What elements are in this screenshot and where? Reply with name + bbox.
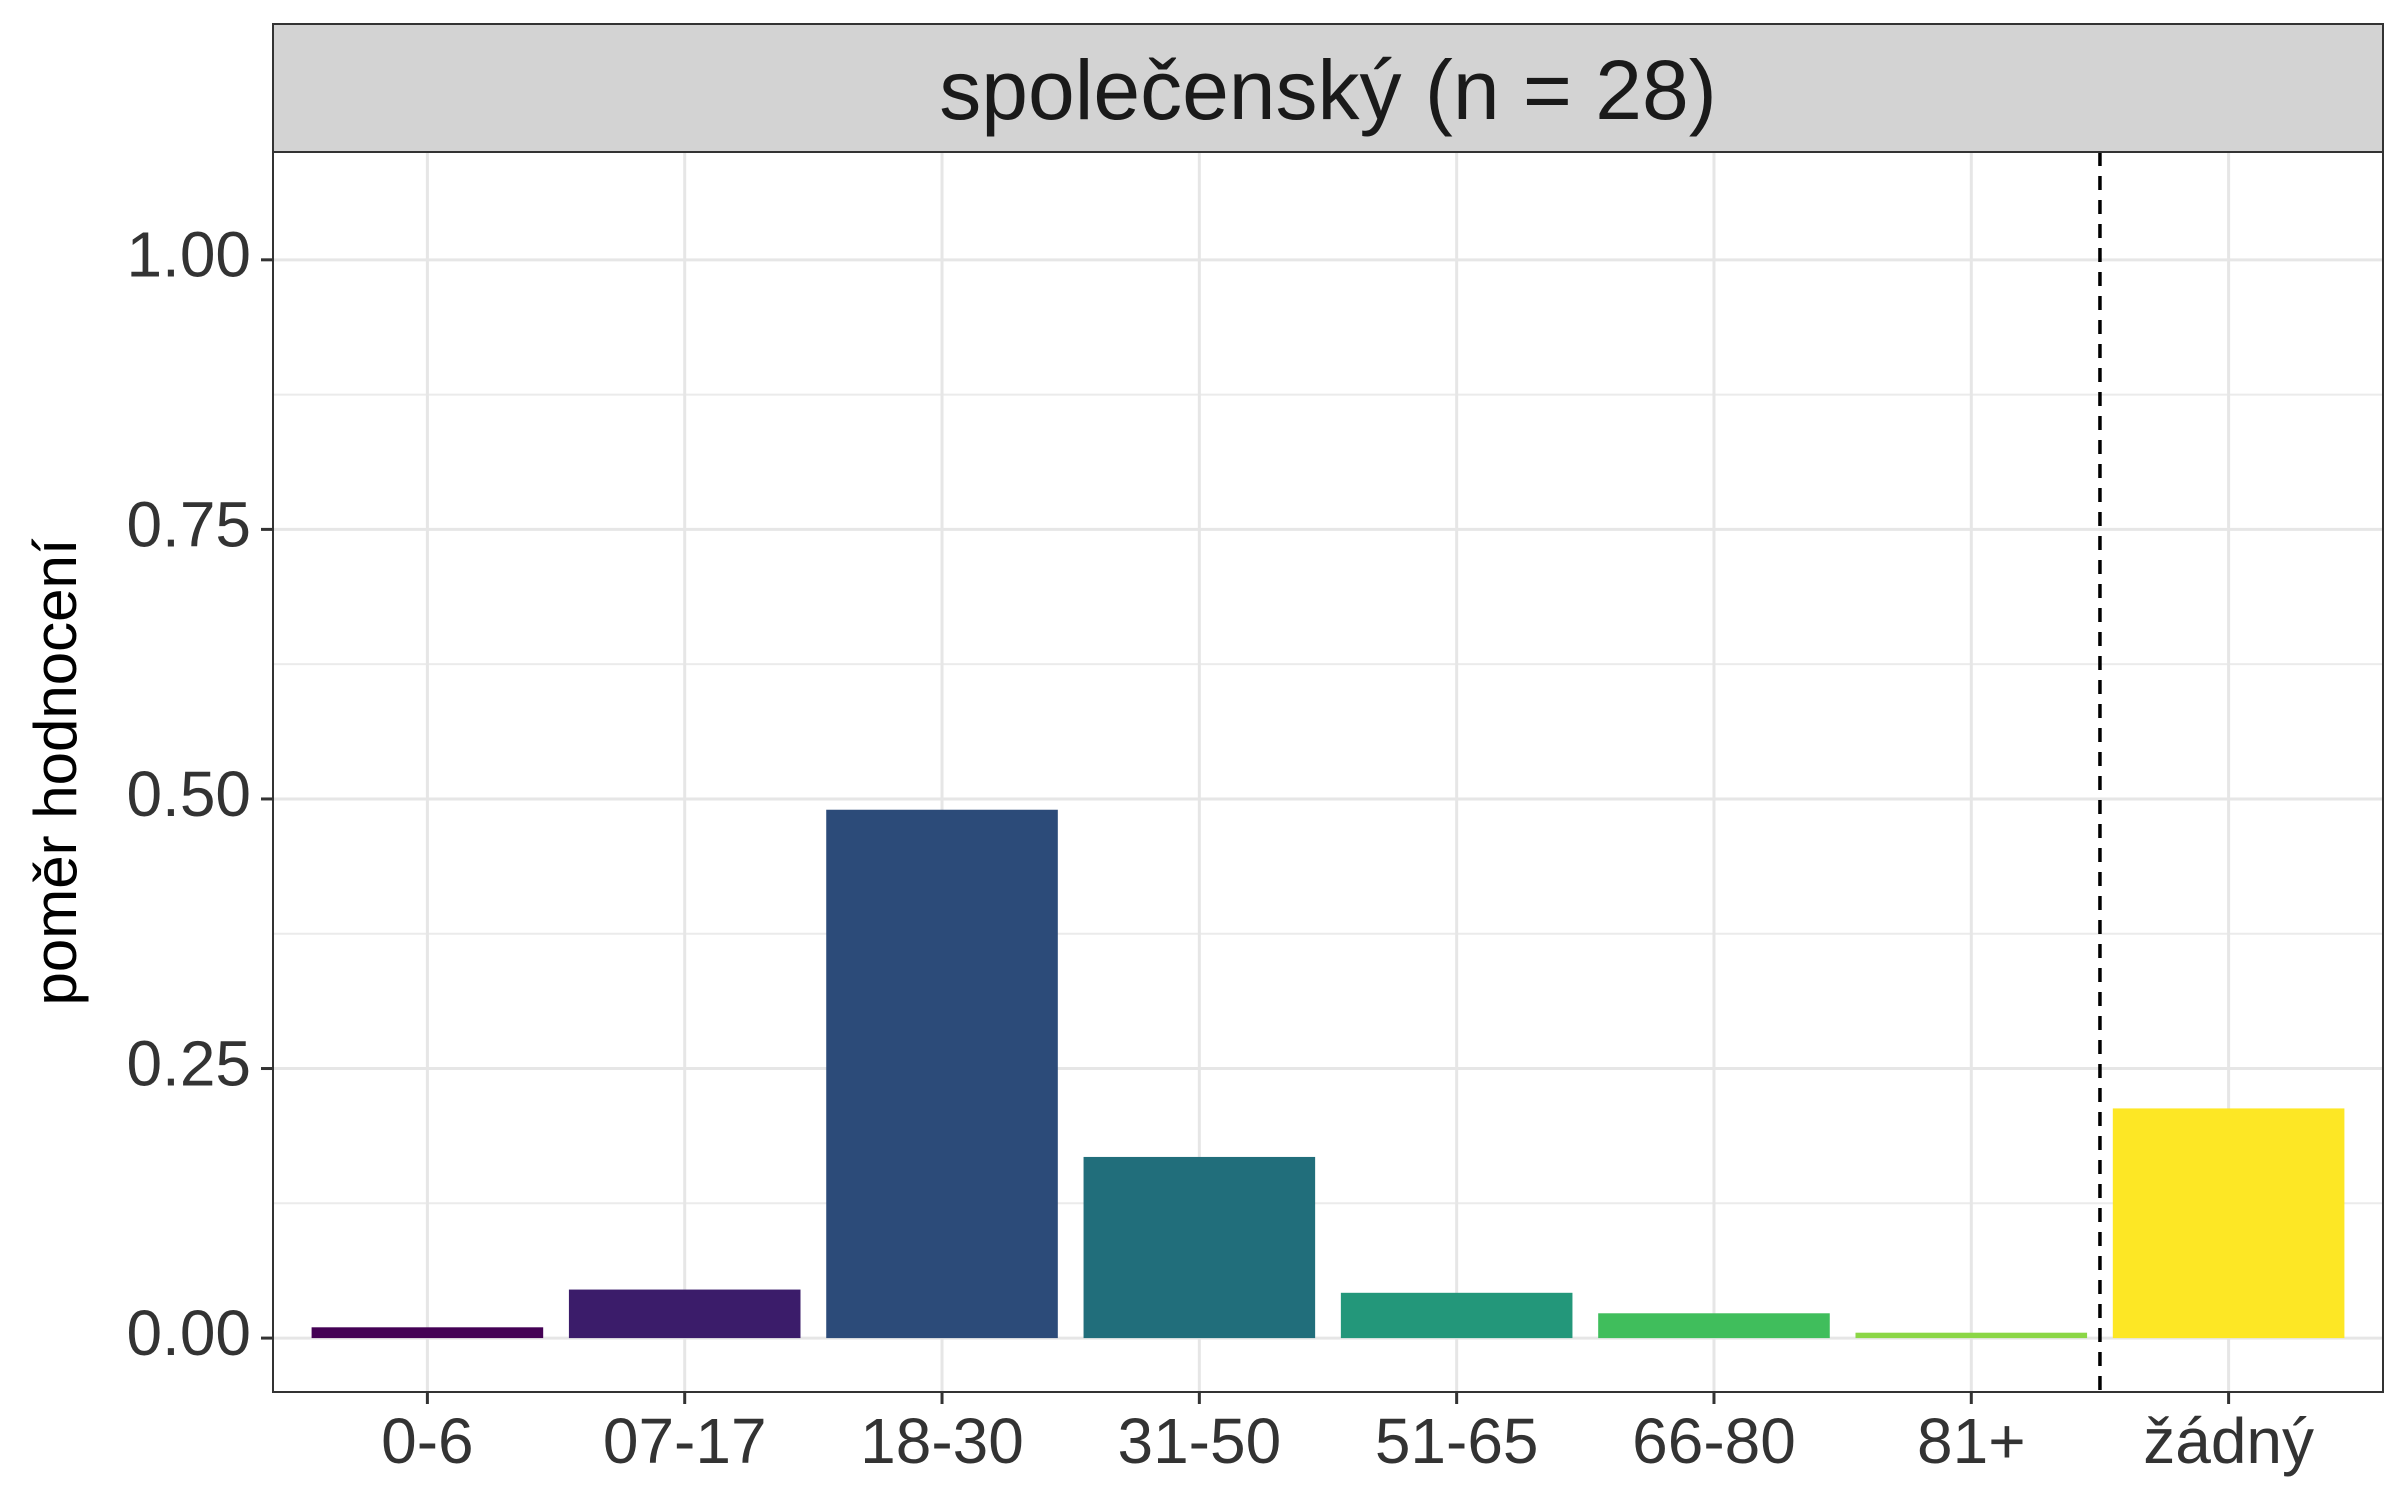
y-tick-label: 0.50: [126, 758, 251, 830]
x-tick-label: žádný: [2143, 1405, 2314, 1477]
x-tick-label: 51-65: [1375, 1405, 1539, 1477]
x-tick-label: 66-80: [1632, 1405, 1796, 1477]
y-tick-label: 0.00: [126, 1297, 251, 1369]
bar-0-6: [311, 1327, 544, 1339]
bar-81+: [1855, 1332, 2088, 1339]
facet-strip: [272, 23, 2384, 153]
bar-18-30: [826, 809, 1058, 1339]
bar-layer: [311, 809, 2345, 1339]
y-tick-label: 0.75: [126, 488, 251, 560]
axis-layer: 0.00 0.25 0.50 0.75 1.00 0-6 07-17 18-30 31-50 51…: [126, 219, 2314, 1477]
plot-panel: [273, 152, 2383, 1392]
bar-žádný: [2112, 1108, 2345, 1339]
x-tick-label: 0-6: [381, 1405, 474, 1477]
bar-31-50: [1083, 1156, 1316, 1339]
x-tick-label: 18-30: [860, 1405, 1024, 1477]
y-axis-label: poměr hodnocení: [22, 538, 89, 1005]
x-tick-label: 31-50: [1117, 1405, 1281, 1477]
x-tick-label: 07-17: [603, 1405, 767, 1477]
bar-51-65: [1340, 1292, 1573, 1339]
plot-panel-border: [272, 151, 2384, 1393]
bar-66-80: [1598, 1313, 1830, 1339]
x-tick-label: 81+: [1917, 1405, 2026, 1477]
y-tick-label: 0.25: [126, 1027, 251, 1099]
bar-07-17: [568, 1289, 801, 1339]
grid-layer: [273, 152, 2383, 1392]
chart-title: společenský (n = 28): [939, 43, 1716, 137]
y-tick-label: 1.00: [126, 219, 251, 291]
